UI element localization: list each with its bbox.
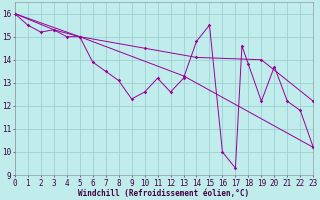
X-axis label: Windchill (Refroidissement éolien,°C): Windchill (Refroidissement éolien,°C) xyxy=(78,189,250,198)
